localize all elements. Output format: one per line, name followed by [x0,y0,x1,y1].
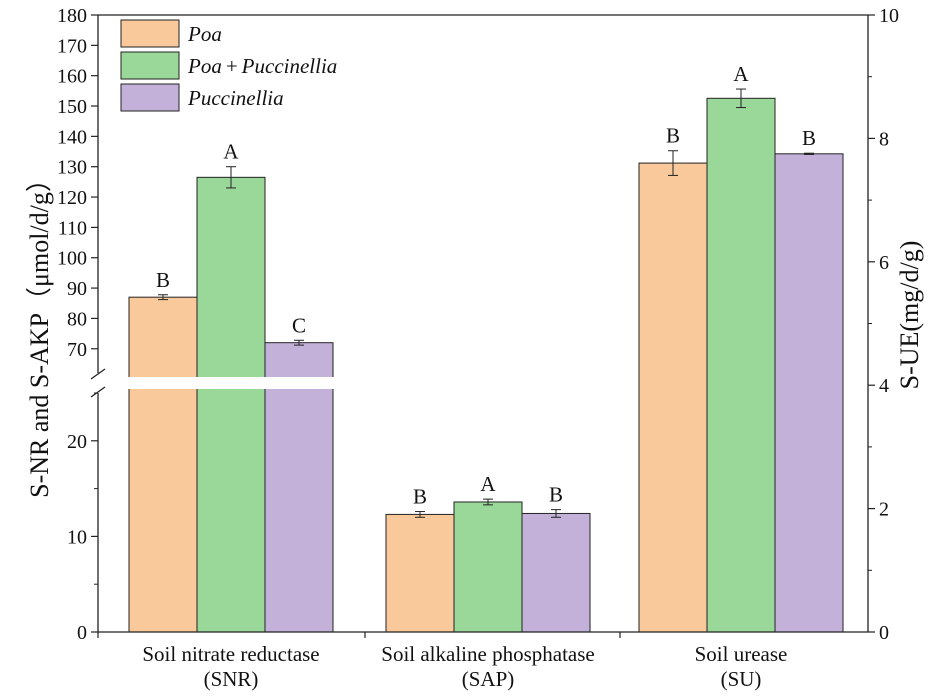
axis-break-mark [90,368,106,380]
bar [521,512,591,633]
left-tick-label: 0 [77,622,87,644]
significance-letter: C [292,313,306,337]
axis-break-gap [104,377,340,389]
left-tick-label: 160 [57,66,87,88]
bar [128,296,198,633]
right-tick-label: 0 [879,622,889,644]
category-label: (SU) [721,667,762,691]
bar [638,162,708,633]
significance-letter: B [549,483,563,507]
bar [196,176,266,633]
left-tick-label: 110 [58,217,87,239]
axis-break [90,368,340,398]
significance-letter: A [480,472,496,496]
category-label: (SAP) [462,667,515,691]
category-label: (SNR) [204,667,259,691]
bar [385,513,455,633]
significance-letter: A [733,62,749,86]
right-tick-label: 2 [879,499,889,521]
right-axis-title: S-UE(mg/d/g) [895,241,924,390]
legend-label-part: Poa [187,54,222,78]
significance-letter: B [413,485,427,509]
axes-group: Soil nitrate reductase(SNR) Soil alkaline… [57,5,899,691]
left-tick-label: 80 [67,308,87,330]
significance-letter: B [802,126,816,150]
left-axis-title: S-NR and S-AKP（μmol/d/g） [25,166,54,498]
bar [774,153,844,633]
category-label: Soil urease [695,642,788,666]
legend-label: Poa + Puccinellia [187,54,337,78]
significance-letter: A [223,140,239,164]
left-tick-label: 180 [57,5,87,27]
category-label: Soil nitrate reductase [142,642,319,666]
axis-break-gap [90,377,104,389]
bars-group: B A C B A B B A B [128,62,844,633]
legend-label-part: Poa [187,22,222,46]
category-label: Soil alkaline phosphatase [381,642,594,666]
legend-label: Poa [187,22,222,46]
legend-swatch [120,19,180,48]
bar [706,97,776,633]
bar [453,501,523,633]
left-tick-label: 90 [67,278,87,300]
left-tick-label: 130 [57,157,87,179]
left-tick-label: 10 [67,526,87,548]
legend-label-part: Puccinellia [241,54,338,78]
left-tick-label: 150 [57,96,87,118]
axis-break-mark [90,386,106,398]
left-tick-label: 100 [57,248,87,270]
left-tick-label: 120 [57,187,87,209]
legend-label: Puccinellia [187,86,284,110]
right-tick-label: 6 [879,252,889,274]
right-tick-label: 4 [879,375,889,397]
left-tick-label: 170 [57,35,87,57]
right-tick-label: 10 [879,5,899,27]
legend-swatch [120,83,180,112]
legend-swatch [120,51,180,80]
significance-letter: B [666,124,680,148]
left-tick-label: 20 [67,431,87,453]
significance-letter: B [156,268,170,292]
left-tick-label: 140 [57,126,87,148]
legend-label-part: Puccinellia [187,86,284,110]
left-tick-label: 70 [67,339,87,361]
right-tick-label: 8 [879,128,889,150]
legend-plus: + [226,54,238,78]
